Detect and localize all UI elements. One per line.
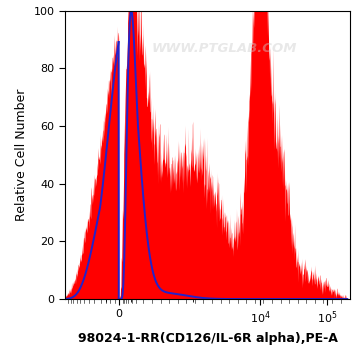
Text: WWW.PTGLAB.COM: WWW.PTGLAB.COM xyxy=(152,42,297,55)
Y-axis label: Relative Cell Number: Relative Cell Number xyxy=(15,89,28,221)
X-axis label: 98024-1-RR(CD126/IL-6R alpha),PE-A: 98024-1-RR(CD126/IL-6R alpha),PE-A xyxy=(78,331,338,345)
